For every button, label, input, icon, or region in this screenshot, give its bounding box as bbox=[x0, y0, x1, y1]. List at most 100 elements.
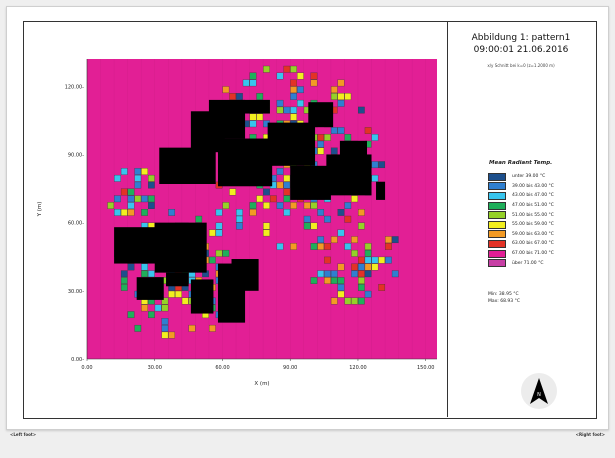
heatmap-plot: 0.00 30.00 60.00 90.00 120.00 150.00 0.00- 30.0… bbox=[37, 59, 437, 387]
legend-swatch bbox=[488, 239, 506, 248]
legend-label: über 71.00 °C bbox=[512, 260, 544, 266]
heatmap-cell bbox=[364, 249, 372, 257]
heatmap-cell bbox=[229, 93, 236, 100]
figure-subtitle: x/y Schnitt bei k=0 (z=1.2000 m) bbox=[487, 63, 555, 68]
heatmap-cell bbox=[283, 209, 291, 216]
north-label: N bbox=[537, 392, 541, 398]
heatmap-cell bbox=[256, 195, 264, 203]
stats-max: Max: 68.93 °C bbox=[488, 299, 520, 304]
heatmap-cell bbox=[330, 147, 338, 155]
heatmap-cell bbox=[330, 270, 338, 278]
heatmap-cell bbox=[344, 202, 352, 209]
legend-label: 67.00 bis 71.00 °C bbox=[512, 251, 554, 257]
heatmap-cell bbox=[378, 256, 386, 264]
heatmap-cell bbox=[283, 181, 291, 189]
heatmap-cell bbox=[317, 209, 325, 216]
heatmap-cell bbox=[242, 79, 250, 87]
stats-min: Min: 38.95 °C bbox=[488, 292, 519, 297]
x-axis-label: X (m) bbox=[254, 381, 269, 387]
heatmap-cell bbox=[222, 202, 230, 209]
legend-title: Mean Radiant Temp. bbox=[489, 160, 553, 166]
legend-item: unter 39.00 °C bbox=[488, 172, 554, 182]
heatmap-cell bbox=[358, 297, 365, 305]
heatmap-cell bbox=[222, 86, 230, 94]
heatmap-cell bbox=[317, 140, 325, 148]
heatmap-cell bbox=[317, 147, 325, 155]
heatmap-cell bbox=[371, 263, 379, 271]
heatmap-cell bbox=[134, 168, 142, 175]
map-frame bbox=[23, 21, 597, 419]
heatmap-cell bbox=[290, 79, 297, 87]
heatmap-cell bbox=[283, 106, 291, 114]
heatmap-cell bbox=[141, 168, 148, 175]
heatmap-cell bbox=[330, 127, 338, 134]
heatmap-cell bbox=[358, 209, 365, 216]
heatmap-cell bbox=[310, 243, 318, 250]
legend-swatch bbox=[488, 172, 506, 181]
heatmap-cell bbox=[141, 195, 148, 203]
legend-swatch bbox=[488, 191, 506, 200]
left-footer: <Left foot> bbox=[10, 432, 37, 437]
heatmap-cell bbox=[310, 222, 318, 230]
heatmap-cell bbox=[310, 277, 318, 284]
building-block bbox=[376, 181, 386, 200]
heatmap-cell bbox=[351, 236, 358, 244]
heatmap-cell bbox=[364, 290, 372, 298]
heatmap-cell bbox=[297, 72, 304, 80]
heatmap-cell bbox=[344, 297, 352, 305]
legend-label: 51.00 bis 55.00 °C bbox=[512, 212, 554, 218]
legend-swatch bbox=[488, 249, 506, 258]
heatmap-cell bbox=[161, 304, 169, 312]
y-tick-label: 30.00- bbox=[68, 289, 84, 295]
heatmap-cell bbox=[351, 270, 358, 278]
heatmap-cell bbox=[330, 93, 338, 100]
heatmap-cell bbox=[297, 99, 304, 107]
legend-label: 59.00 bis 63.00 °C bbox=[512, 231, 554, 237]
heatmap-cell bbox=[344, 243, 352, 250]
heatmap-cell bbox=[276, 243, 284, 250]
heatmap-cell bbox=[358, 256, 365, 264]
frame-divider bbox=[447, 21, 448, 417]
heatmap-cell bbox=[148, 174, 155, 182]
building-block bbox=[208, 99, 246, 139]
heatmap-cell bbox=[290, 202, 297, 209]
x-tick-label: 60.00 bbox=[215, 365, 229, 371]
legend-swatch bbox=[488, 259, 506, 268]
heatmap-cell bbox=[283, 195, 291, 203]
legend-item: 39.00 bis 43.00 °C bbox=[488, 182, 554, 192]
heatmap-cell bbox=[351, 249, 358, 257]
building-block bbox=[190, 279, 214, 314]
heatmap-cell bbox=[148, 181, 155, 189]
heatmap-cell bbox=[256, 113, 264, 121]
heatmap-cell bbox=[337, 209, 345, 216]
heatmap-cell bbox=[263, 229, 270, 237]
heatmap-cell bbox=[337, 127, 345, 134]
heatmap-cell bbox=[208, 256, 216, 264]
heatmap-cell bbox=[351, 195, 358, 203]
figure-title: Abbildung 1: pattern1 bbox=[471, 33, 571, 43]
legend-item: 59.00 bis 63.00 °C bbox=[488, 230, 554, 240]
heatmap-cell bbox=[344, 215, 352, 223]
heatmap-cell bbox=[229, 188, 236, 196]
heatmap-cell bbox=[330, 277, 338, 284]
heatmap-cell bbox=[236, 215, 243, 223]
heatmap-cell bbox=[215, 229, 223, 237]
y-tick-label: 0.00- bbox=[71, 357, 84, 363]
heatmap-cell bbox=[391, 236, 399, 244]
heatmap-cell bbox=[364, 263, 372, 271]
legend-item: 63.00 bis 67.00 °C bbox=[488, 239, 554, 249]
heatmap-cell bbox=[290, 65, 297, 73]
legend-item: 47.00 bis 51.00 °C bbox=[488, 201, 554, 211]
heatmap-cell bbox=[148, 270, 155, 278]
heatmap-cell bbox=[290, 93, 297, 100]
heatmap-cell bbox=[127, 311, 135, 319]
legend-item: 43.00 bis 47.00 °C bbox=[488, 191, 554, 201]
heatmap-cell bbox=[337, 263, 345, 271]
heatmap-cell bbox=[114, 174, 121, 182]
x-tick-label: 120.00 bbox=[349, 365, 367, 371]
heatmap-cell bbox=[276, 106, 284, 114]
heatmap-cell bbox=[364, 127, 372, 134]
heatmap-cell bbox=[364, 270, 372, 278]
heatmap-cell bbox=[208, 324, 216, 332]
heatmap-cell bbox=[175, 290, 182, 298]
